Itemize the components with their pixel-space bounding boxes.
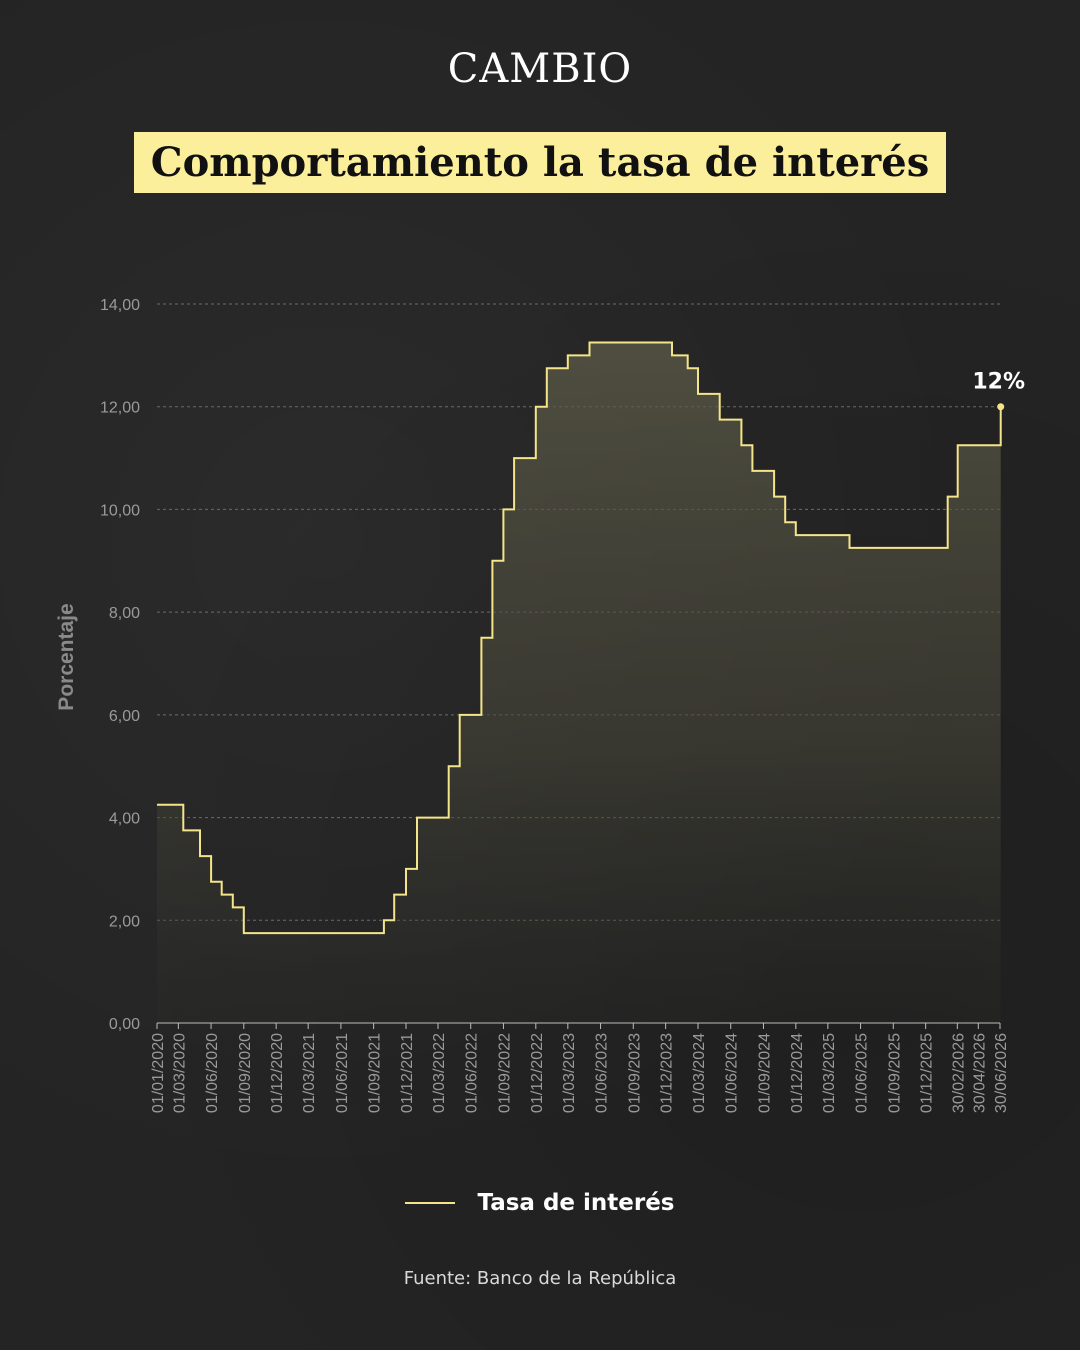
series-area	[157, 342, 1001, 1023]
title-banner: Comportamiento la tasa de interés	[134, 132, 946, 193]
x-tick-label: 30/02/2026	[950, 1033, 967, 1113]
x-tick-label: 01/09/2022	[496, 1033, 513, 1113]
x-tick-label: 01/09/2023	[626, 1033, 643, 1113]
x-tick-label: 01/09/2020	[237, 1033, 254, 1113]
y-tick-label: 2,00	[109, 913, 140, 930]
x-tick-label: 01/12/2023	[659, 1033, 676, 1113]
y-tick-label: 14,00	[100, 297, 140, 314]
x-tick-label: 01/03/2024	[691, 1033, 708, 1113]
x-tick-label: 01/09/2025	[886, 1033, 903, 1113]
legend-line-swatch	[405, 1202, 456, 1204]
legend: Tasa de interés	[0, 1190, 1080, 1216]
axis-layer: 0,00 2,00 4,00 6,00 8,00 10,00 12,00 14,00 01/01…	[100, 297, 1010, 1113]
x-tick-label: 01/03/2021	[301, 1033, 318, 1113]
x-tick-label: 01/12/2024	[789, 1033, 806, 1113]
x-tick-label: 01/01/2020	[150, 1033, 167, 1113]
x-tick-label: 30/06/2026	[993, 1033, 1010, 1113]
x-tick-label: 01/12/2022	[529, 1033, 546, 1113]
x-tick-label: 01/03/2025	[821, 1033, 838, 1113]
y-tick-label: 0,00	[109, 1016, 140, 1033]
x-tick-label: 01/06/2021	[334, 1033, 351, 1113]
y-tick-label: 8,00	[109, 605, 140, 622]
source-note: Fuente: Banco de la República	[403, 1268, 677, 1289]
x-tick-label: 01/09/2021	[367, 1033, 384, 1113]
x-tick-label: 01/06/2022	[464, 1033, 481, 1113]
brand-logo: CAMBIO	[447, 46, 633, 92]
y-tick-label: 4,00	[109, 811, 140, 828]
y-tick-label: 10,00	[100, 502, 140, 519]
y-axis-label: Porcentaje	[55, 603, 78, 710]
x-tick-label: 30/04/2026	[971, 1033, 988, 1113]
x-tick-label: 01/03/2023	[561, 1033, 578, 1113]
x-tick-label: 01/06/2024	[724, 1033, 741, 1113]
x-tick-label: 01/03/2020	[171, 1033, 188, 1113]
end-value-annotation: 12%	[972, 370, 1025, 395]
x-tick-label: 01/12/2020	[269, 1033, 286, 1113]
chart-title: Comportamiento la tasa de interés	[150, 139, 930, 186]
x-tick-label: 01/03/2022	[431, 1033, 448, 1113]
end-point-marker	[997, 403, 1005, 411]
chart: 0,00 2,00 4,00 6,00 8,00 10,00 12,00 14,00 01/01…	[55, 297, 1025, 1113]
legend-label: Tasa de interés	[477, 1190, 675, 1216]
x-tick-label: 01/09/2024	[756, 1033, 773, 1113]
x-tick-label: 01/12/2025	[919, 1033, 936, 1113]
x-tick-label: 01/12/2021	[399, 1033, 416, 1113]
y-tick-label: 12,00	[100, 400, 140, 417]
x-tick-label: 01/06/2025	[854, 1033, 871, 1113]
x-tick-label: 01/06/2023	[594, 1033, 611, 1113]
series-line	[157, 341, 1002, 935]
y-tick-label: 6,00	[109, 708, 140, 725]
x-tick-label: 01/06/2020	[204, 1033, 221, 1113]
